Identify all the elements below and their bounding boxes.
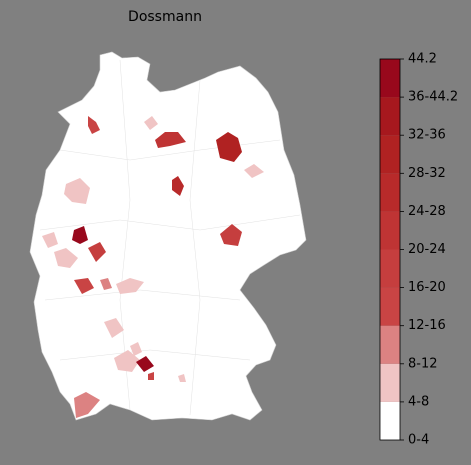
colorbar-segment <box>380 173 400 212</box>
map-title: Dossmann <box>128 9 202 25</box>
colorbar-label: 4-8 <box>408 394 429 409</box>
colorbar-label: 32-36 <box>408 128 446 143</box>
highlighted-districts <box>42 116 264 418</box>
district <box>144 116 158 130</box>
district <box>155 132 186 148</box>
district <box>88 242 106 262</box>
colorbar-label: 36-44.2 <box>408 90 458 105</box>
district <box>148 372 154 380</box>
colorbar: 0-4 4-8 8-12 12-16 16-20 20-24 24-28 28-32 32-36… <box>379 52 458 448</box>
district <box>244 164 264 178</box>
district <box>178 374 186 382</box>
district <box>64 178 90 204</box>
district <box>114 350 140 372</box>
district <box>130 342 142 356</box>
colorbar-segment <box>380 401 400 440</box>
colorbar-label: 16-20 <box>408 280 446 295</box>
district <box>116 278 144 294</box>
colorbar-label: 28-32 <box>408 166 446 181</box>
district <box>104 318 124 338</box>
colorbar-segment <box>380 363 400 402</box>
district <box>88 116 100 134</box>
district <box>220 224 242 246</box>
district <box>74 278 94 294</box>
colorbar-segment <box>380 287 400 326</box>
colorbar-label: 8-12 <box>408 356 438 371</box>
district <box>54 248 78 268</box>
colorbar-segment <box>380 211 400 250</box>
colorbar-label: 24-28 <box>408 204 446 219</box>
district <box>42 232 58 248</box>
district <box>216 132 242 162</box>
district <box>74 392 100 418</box>
colorbar-segment <box>380 325 400 364</box>
colorbar-segment <box>380 249 400 288</box>
colorbar-segment <box>380 59 400 98</box>
district <box>172 176 184 196</box>
colorbar-label: 20-24 <box>408 242 446 257</box>
colorbar-segment <box>380 97 400 136</box>
colorbar-segment <box>380 135 400 174</box>
district <box>72 226 88 244</box>
region-borders <box>39 59 301 416</box>
district <box>100 278 112 290</box>
colorbar-label: 0-4 <box>408 433 429 448</box>
district <box>136 356 154 372</box>
colorbar-label: 44.2 <box>408 52 437 67</box>
colorbar-label: 12-16 <box>408 318 446 333</box>
